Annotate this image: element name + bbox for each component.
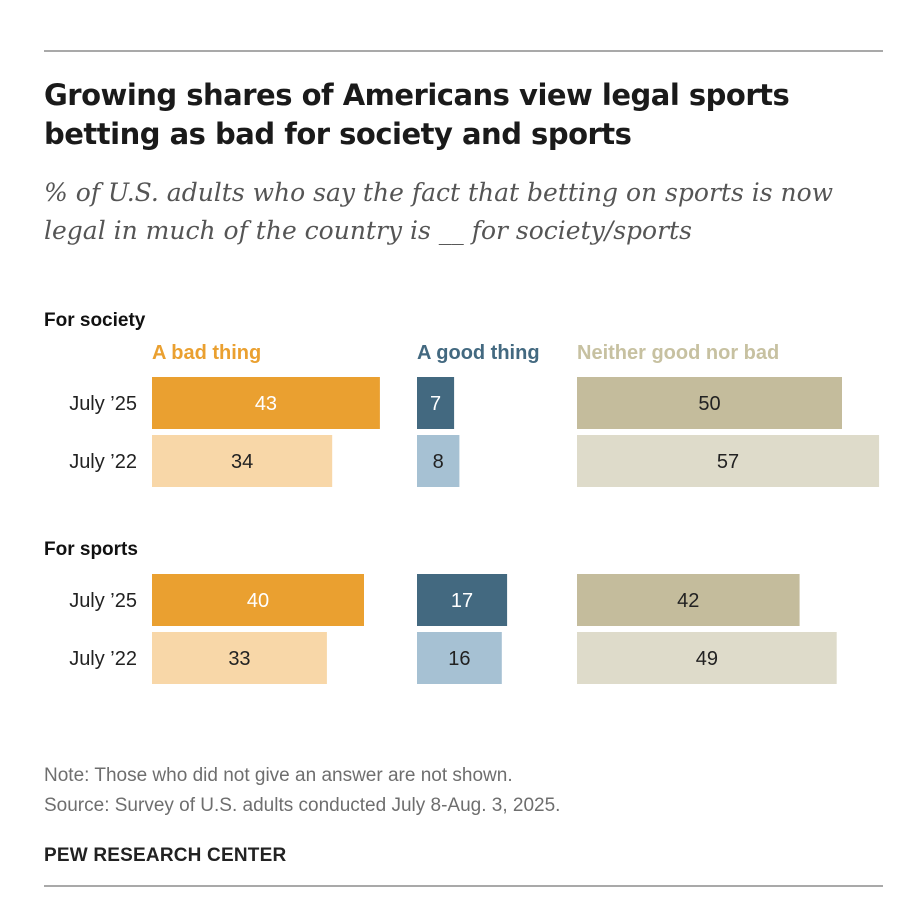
bar [152,632,327,684]
bar [417,377,455,429]
data-label: 50 [698,393,720,415]
data-label: 40 [247,590,269,612]
group-label: For sports [44,539,138,560]
chart-title: Growing shares of Americans view legal s… [44,78,790,151]
chart-subtitle: % of U.S. adults who say the fact that b… [44,178,834,245]
data-label: 7 [430,393,441,415]
top-rule [44,50,883,52]
legend-label: A good thing [417,342,540,364]
bar [152,377,380,429]
bar [577,574,800,626]
data-label: 17 [451,590,473,612]
bar [577,632,837,684]
data-label: 57 [717,451,739,473]
row-label: July ’22 [69,648,137,670]
row-label: July ’25 [69,393,137,415]
source-text: Source: Survey of U.S. adults conducted … [44,795,561,816]
note-text: Note: Those who did not give an answer a… [44,765,513,786]
bar [577,377,842,429]
bar [417,435,460,487]
bar [417,632,502,684]
data-label: 16 [448,648,470,670]
group-label: For society [44,310,146,331]
bar [152,574,364,626]
data-label: 8 [433,451,444,473]
legend-label: A bad thing [152,342,261,364]
bar [152,435,333,487]
brand-name: PEW RESEARCH CENTER [44,845,287,866]
bar-chart: A bad thing A good thing Neither good nor … [44,310,880,684]
data-label: 43 [255,393,277,415]
legend-label: Neither good nor bad [577,342,779,364]
data-label: 34 [231,451,253,473]
row-label: July ’25 [69,590,137,612]
data-label: 33 [228,648,250,670]
row-label: July ’22 [69,451,137,473]
bar [577,435,880,487]
bar [417,574,508,626]
bottom-rule [44,885,883,887]
data-label: 49 [696,648,718,670]
data-label: 42 [677,590,699,612]
